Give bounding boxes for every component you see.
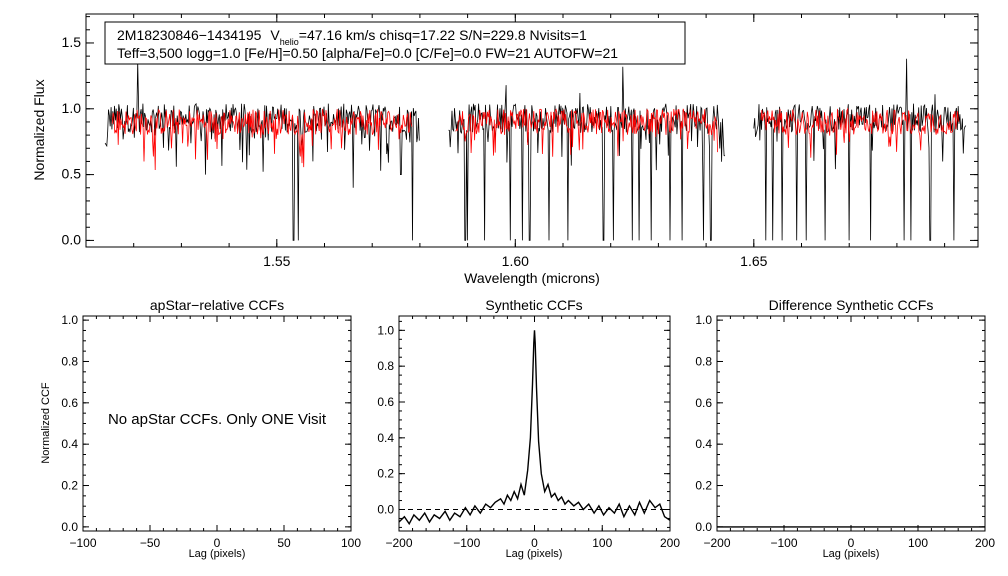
annotation-box bbox=[104, 21, 686, 65]
spectrum-ytick-label: 0.0 bbox=[62, 231, 82, 247]
difference-ccf-ticks bbox=[716, 316, 986, 531]
difference-ccf-ytick-labels: 0.0 0.2 0.4 0.6 0.8 1.0 bbox=[695, 313, 712, 534]
synthetic-ccf-xtick-label: −100 bbox=[453, 536, 480, 550]
spectrum-xtick-label: 1.55 bbox=[263, 253, 290, 269]
difference-ccf-xtick-label: 200 bbox=[975, 536, 995, 550]
spectrum-panel: 1.55 1.60 1.65 0.0 0.5 1.0 1.5 Wavelengt… bbox=[31, 13, 979, 286]
apstar-ccf-xtick-label: −50 bbox=[140, 536, 161, 550]
spectrum-ytick-labels: 0.0 0.5 1.0 1.5 bbox=[62, 34, 82, 247]
spectrum-series bbox=[104, 58, 967, 241]
difference-ccf-xtick-label: −200 bbox=[703, 536, 730, 550]
apstar-ccf-xtick-label: 100 bbox=[341, 536, 361, 550]
spectrum-ytick-label: 1.0 bbox=[62, 100, 82, 116]
apstar-ccf-ytick-label: 0.6 bbox=[61, 396, 78, 410]
apstar-ccf-xtick-label: 0 bbox=[214, 536, 221, 550]
synthetic-ccf-xtick-label: 100 bbox=[592, 536, 612, 550]
apstar-ccf-ylabel: Normalized CCF bbox=[40, 382, 52, 464]
star-id: 2M18230846−1434195 bbox=[117, 27, 262, 43]
synthetic-ccf-ytick-label: 0.0 bbox=[377, 503, 394, 517]
synthetic-ccf-title: Synthetic CCFs bbox=[485, 297, 582, 313]
synthetic-ccf-panel: Synthetic CCFs Lag (pixels) −200 −100 0 … bbox=[377, 297, 680, 560]
synthetic-ccf-xtick-label: 200 bbox=[660, 536, 680, 550]
spectrum-xtick-label: 1.65 bbox=[740, 253, 767, 269]
spectrum-axes-frame bbox=[85, 13, 979, 248]
apstar-ccf-ytick-label: 0.4 bbox=[61, 437, 78, 451]
spectrum-xlabel: Wavelength (microns) bbox=[464, 270, 600, 286]
difference-ccf-ytick-label: 0.6 bbox=[695, 396, 712, 410]
synthetic-ccf-ytick-labels: 0.0 0.2 0.4 0.6 0.8 1.0 bbox=[377, 323, 394, 516]
difference-ccf-xtick-label: −100 bbox=[770, 536, 797, 550]
annotation-line-2: Teff=3,500 logg=1.0 [Fe/H]=0.50 [alpha/F… bbox=[117, 45, 618, 61]
spectrum-ticks bbox=[85, 14, 978, 247]
synthetic-ccf-xlabel: Lag (pixels) bbox=[506, 548, 563, 560]
vhelio-symbol: V bbox=[270, 27, 280, 43]
difference-ccf-xtick-label: 0 bbox=[848, 536, 855, 550]
apstar-ccf-title: apStar−relative CCFs bbox=[150, 297, 284, 313]
annotation-line-1: 2M18230846−1434195 Vhelio=47.16 km/s chis… bbox=[117, 27, 587, 47]
apstar-ccf-ytick-label: 1.0 bbox=[61, 313, 78, 327]
synthetic-ccf-ytick-label: 0.8 bbox=[377, 359, 394, 373]
synthetic-ccf-xtick-label: 0 bbox=[531, 536, 538, 550]
apstar-ccf-xtick-label: 50 bbox=[277, 536, 291, 550]
apstar-ccf-ytick-labels: 0.0 0.2 0.4 0.6 0.8 1.0 bbox=[61, 313, 78, 534]
apstar-ccf-ticks bbox=[82, 316, 352, 531]
vhelio-subscript: helio bbox=[280, 37, 299, 47]
synthetic-ccf-xtick-label: −200 bbox=[385, 536, 412, 550]
spectrum-xtick-label: 1.60 bbox=[502, 253, 529, 269]
synthetic-ccf-ytick-label: 1.0 bbox=[377, 323, 394, 337]
difference-ccf-ytick-label: 0.8 bbox=[695, 354, 712, 368]
apstar-ccf-ytick-label: 0.0 bbox=[61, 520, 78, 534]
synthetic-ccf-ytick-label: 0.4 bbox=[377, 431, 394, 445]
model-spectrum-line bbox=[111, 107, 959, 171]
apstar-ccf-message: No apStar CCFs. Only ONE Visit bbox=[108, 411, 327, 428]
apstar-ccf-xtick-label: −100 bbox=[69, 536, 96, 550]
synthetic-ccf-ytick-label: 0.6 bbox=[377, 395, 394, 409]
apstar-ccf-ytick-label: 0.8 bbox=[61, 354, 78, 368]
annotation-stats: =47.16 km/s chisq=17.22 S/N=229.8 Nvisit… bbox=[299, 27, 587, 43]
difference-ccf-xlabel: Lag (pixels) bbox=[823, 548, 880, 560]
difference-ccf-xtick-label: 100 bbox=[908, 536, 928, 550]
spectrum-ylabel: Normalized Flux bbox=[31, 79, 47, 180]
spectrum-ytick-label: 1.5 bbox=[62, 34, 82, 50]
spectrum-annotation: 2M18230846−1434195 Vhelio=47.16 km/s chis… bbox=[104, 21, 686, 65]
spectrum-ytick-label: 0.5 bbox=[62, 166, 82, 182]
apstar-ccf-ytick-label: 0.2 bbox=[61, 479, 78, 493]
synthetic-ccf-series bbox=[398, 330, 671, 526]
synthetic-ccf-ytick-label: 0.2 bbox=[377, 467, 394, 481]
spectrum-xtick-labels: 1.55 1.60 1.65 bbox=[263, 253, 767, 269]
difference-ccf-ytick-label: 0.4 bbox=[695, 437, 712, 451]
synthetic-ccf-ticks bbox=[398, 316, 671, 531]
apstar-ccf-panel: apStar−relative CCFs No apStar CCFs. Onl… bbox=[40, 297, 361, 560]
difference-ccf-xtick-labels: −200 −100 0 100 200 bbox=[703, 536, 995, 550]
difference-ccf-ytick-label: 0.0 bbox=[695, 520, 712, 534]
synthetic-ccf-axes-frame bbox=[398, 315, 671, 532]
apstar-ccf-xlabel: Lag (pixels) bbox=[189, 548, 246, 560]
difference-ccf-ytick-label: 1.0 bbox=[695, 313, 712, 327]
difference-ccf-axes-frame bbox=[716, 315, 986, 532]
apstar-ccf-xtick-labels: −100 −50 0 50 100 bbox=[69, 536, 361, 550]
difference-ccf-title: Difference Synthetic CCFs bbox=[769, 297, 934, 313]
synthetic-ccf-line bbox=[398, 330, 671, 526]
synthetic-ccf-xtick-labels: −200 −100 0 100 200 bbox=[385, 536, 680, 550]
difference-ccf-ytick-label: 0.2 bbox=[695, 479, 712, 493]
difference-ccf-panel: Difference Synthetic CCFs Lag (pixels) −… bbox=[695, 297, 995, 560]
